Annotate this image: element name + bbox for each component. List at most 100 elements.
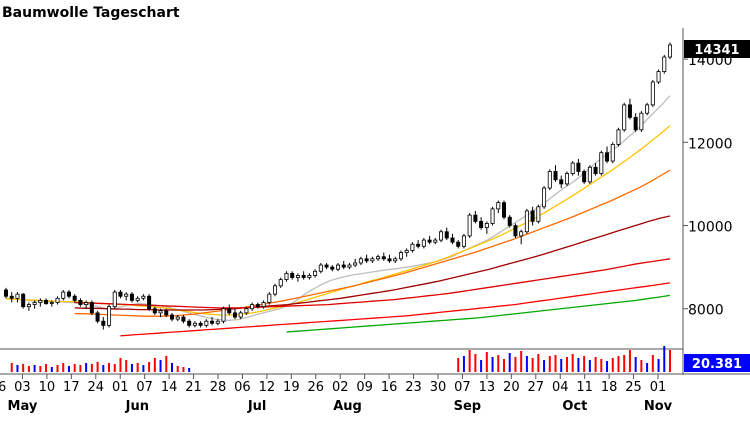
candle bbox=[301, 271, 306, 280]
candle bbox=[175, 314, 180, 322]
date-tick-label: 27 bbox=[528, 380, 545, 395]
candle-body bbox=[582, 171, 587, 183]
volume-bar bbox=[669, 350, 671, 372]
date-tick-label: 09 bbox=[356, 380, 373, 395]
volume-bar bbox=[462, 356, 465, 372]
candle bbox=[650, 79, 655, 107]
candle bbox=[124, 292, 129, 301]
candle-body bbox=[9, 295, 14, 299]
volume-bar bbox=[474, 354, 477, 372]
candle-body bbox=[461, 235, 466, 247]
candle bbox=[15, 292, 20, 303]
month-label: Sep bbox=[454, 399, 482, 414]
candle bbox=[250, 302, 255, 311]
candle bbox=[273, 283, 278, 297]
volume-bar bbox=[657, 359, 660, 372]
volume-bar bbox=[10, 363, 13, 372]
candle bbox=[633, 113, 638, 132]
date-tick-label: 14 bbox=[161, 380, 178, 395]
volume-bar bbox=[16, 365, 19, 372]
candle-body bbox=[507, 216, 512, 226]
candle-body bbox=[496, 202, 501, 210]
moving-average-line-7 bbox=[286, 294, 671, 333]
candle bbox=[387, 254, 392, 263]
candle-body bbox=[89, 302, 94, 314]
candle bbox=[364, 254, 369, 263]
candle-body bbox=[307, 275, 312, 278]
candle bbox=[341, 260, 346, 270]
candle-body bbox=[152, 308, 157, 314]
candle bbox=[9, 292, 14, 303]
month-label: Jul bbox=[247, 399, 267, 414]
candle bbox=[313, 269, 318, 278]
candle bbox=[238, 310, 243, 320]
candle-body bbox=[55, 297, 60, 303]
candle bbox=[622, 102, 627, 132]
candles bbox=[4, 42, 673, 330]
candle-body bbox=[301, 275, 306, 278]
candle-body bbox=[576, 162, 581, 172]
candle bbox=[610, 142, 615, 164]
volume-bar bbox=[56, 365, 59, 372]
candle-body bbox=[84, 302, 89, 305]
candle-body bbox=[559, 179, 564, 185]
candle bbox=[507, 215, 512, 228]
candle bbox=[307, 273, 312, 280]
volume-bar bbox=[73, 364, 76, 372]
candle bbox=[461, 233, 466, 249]
candle bbox=[393, 256, 398, 263]
candle bbox=[21, 292, 26, 309]
candle bbox=[324, 262, 329, 270]
candle bbox=[519, 229, 524, 245]
candle bbox=[353, 258, 358, 268]
candle bbox=[112, 290, 117, 309]
price-tick-label: 10000 bbox=[688, 220, 733, 236]
last-price-badge-bg bbox=[684, 40, 750, 58]
volume-bar bbox=[503, 359, 505, 372]
candle-body bbox=[587, 166, 592, 183]
candle-body bbox=[335, 264, 340, 270]
candle bbox=[450, 233, 455, 245]
volume-bar bbox=[497, 355, 500, 372]
volume-bar bbox=[119, 358, 122, 372]
candle-body bbox=[542, 187, 547, 208]
volume-bar bbox=[102, 365, 105, 372]
date-tick-label: 17 bbox=[63, 380, 80, 395]
candle bbox=[564, 171, 569, 186]
candle bbox=[616, 127, 621, 147]
candle-body bbox=[553, 171, 558, 181]
candle bbox=[553, 165, 558, 182]
candle-body bbox=[278, 279, 283, 287]
candle-body bbox=[530, 210, 535, 222]
candle bbox=[547, 169, 552, 191]
volume-bar bbox=[96, 362, 99, 372]
candle bbox=[192, 321, 197, 328]
moving-average-line-1 bbox=[5, 95, 671, 322]
candle-body bbox=[599, 152, 604, 174]
candle-body bbox=[124, 293, 129, 297]
candle-body bbox=[444, 231, 449, 239]
candle bbox=[456, 240, 461, 249]
volume-bar bbox=[554, 355, 557, 372]
date-tick-label: 19 bbox=[283, 380, 300, 395]
date-tick-label: 03 bbox=[14, 380, 31, 395]
candle bbox=[479, 217, 484, 230]
candle bbox=[662, 54, 667, 74]
candle-body bbox=[341, 264, 346, 268]
volume-bar bbox=[165, 356, 168, 372]
volume-bar bbox=[27, 366, 30, 372]
candle-body bbox=[456, 241, 461, 247]
candle-body bbox=[78, 299, 83, 305]
candle-body bbox=[393, 258, 398, 262]
candle bbox=[198, 321, 203, 328]
candle bbox=[398, 250, 403, 261]
candle bbox=[559, 175, 564, 189]
candle-body bbox=[564, 173, 569, 185]
date-tick-label: 07 bbox=[136, 380, 153, 395]
candle bbox=[347, 262, 352, 270]
candle-body bbox=[313, 270, 318, 276]
volume-bar bbox=[577, 358, 580, 372]
candle bbox=[582, 169, 587, 184]
candle bbox=[656, 69, 661, 85]
